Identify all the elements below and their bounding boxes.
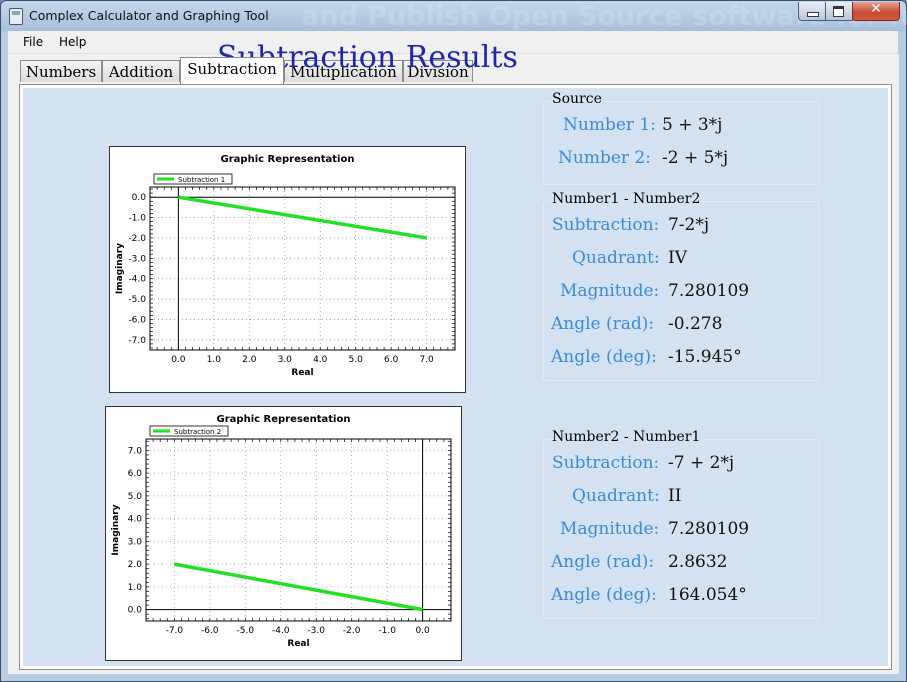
x-tick-label: -2.0 <box>343 626 361 636</box>
tab-multiplication[interactable]: Multiplication <box>284 60 403 82</box>
result1-quadrant-label: Quadrant: <box>572 248 660 268</box>
result2-quadrant-label: Quadrant: <box>572 486 660 506</box>
plot-area <box>149 186 456 351</box>
x-tick-label: 0.0 <box>171 355 186 365</box>
x-tick-label: -7.0 <box>166 626 184 636</box>
tab-addition[interactable]: Addition <box>102 60 180 82</box>
menu-help[interactable]: Help <box>59 35 87 49</box>
y-tick-label: 0.0 <box>132 193 147 203</box>
result1-quadrant-value: IV <box>668 248 687 268</box>
y-tick-label: 0.0 <box>128 606 143 616</box>
window-title: Complex Calculator and Graphing Tool <box>29 8 269 23</box>
result2-angle-deg-label: Angle (deg): <box>551 585 657 605</box>
series-line <box>178 195 427 240</box>
result2-quadrant-value: II <box>668 486 682 506</box>
x-tick-label: -4.0 <box>272 626 290 636</box>
result2-angle-deg-value: 164.054° <box>668 585 747 605</box>
app-icon <box>9 8 23 25</box>
result2-angle-rad-value: 2.8632 <box>668 552 728 572</box>
result1-angle-rad-value: -0.278 <box>668 314 723 334</box>
y-tick-label: -2.0 <box>128 234 146 244</box>
x-tick-label: 7.0 <box>419 355 434 365</box>
number1-value: 5 + 3*j <box>662 115 723 135</box>
x-tick-label: 2.0 <box>242 355 257 365</box>
x-tick-label: -5.0 <box>237 626 255 636</box>
result2-angle-rad-label: Angle (rad): <box>551 552 655 572</box>
chart-title: Graphic Representation <box>221 154 355 165</box>
result1-subtraction-label: Subtraction: <box>552 215 660 235</box>
tab-division[interactable]: Division <box>403 60 473 82</box>
y-tick-label: 4.0 <box>128 515 143 525</box>
plot-area <box>145 438 452 622</box>
y-tick-label: 3.0 <box>128 537 143 547</box>
result1-magnitude-value: 7.280109 <box>668 281 750 301</box>
y-tick-label: -3.0 <box>128 254 146 264</box>
minimize-button[interactable] <box>798 2 826 21</box>
number1-label: Number 1: <box>563 115 656 135</box>
close-icon: ✕ <box>870 1 882 17</box>
legend-box <box>149 425 229 437</box>
source-group-title: Source <box>550 91 604 107</box>
result2-magnitude-label: Magnitude: <box>560 519 660 539</box>
result1-magnitude-label: Magnitude: <box>560 281 660 301</box>
menu-file[interactable]: File <box>23 35 44 49</box>
result2-subtraction-value: -7 + 2*j <box>668 453 735 473</box>
tab-subtraction[interactable]: Subtraction <box>180 57 284 84</box>
y-tick-label: -1.0 <box>128 214 146 224</box>
chart-subtraction-1: Graphic Representation 0.0 1.0 2.0 3.0 4.0 5.0… <box>109 146 466 393</box>
y-tick-label: 5.0 <box>128 492 143 502</box>
legend-entry: Subtraction 2 <box>174 428 221 436</box>
x-axis-label: Real <box>291 368 313 378</box>
chart-subtraction-2-svg: Graphic Representation -7.0 -6.0 -5.0 -4.0 -3… <box>111 414 452 649</box>
chart-subtraction-2: Graphic Representation -7.0 -6.0 -5.0 -4.0 -3… <box>105 406 462 661</box>
y-tick-label: 2.0 <box>128 560 143 570</box>
legend-entry: Subtraction 1 <box>178 176 225 184</box>
result1-group-title: Number1 - Number2 <box>550 191 703 207</box>
number2-label: Number 2: <box>558 148 651 168</box>
minimize-icon <box>807 12 819 17</box>
y-tick-label: -5.0 <box>128 295 146 305</box>
x-tick-label: 5.0 <box>349 355 364 365</box>
result1-angle-deg-label: Angle (deg): <box>551 347 657 367</box>
x-tick-label: 4.0 <box>313 355 328 365</box>
y-axis-label: Imaginary <box>115 243 125 294</box>
result2-magnitude-value: 7.280109 <box>668 519 750 539</box>
x-tick-label: -3.0 <box>307 626 325 636</box>
x-tick-label: 0.0 <box>415 626 430 636</box>
source-group <box>543 101 819 185</box>
result1-angle-deg-value: -15.945° <box>668 347 742 367</box>
y-tick-label: 7.0 <box>128 446 143 456</box>
y-tick-label: 6.0 <box>128 469 143 479</box>
y-tick-label: 1.0 <box>128 583 143 593</box>
x-tick-label: 3.0 <box>278 355 293 365</box>
x-tick-label: -6.0 <box>201 626 219 636</box>
menu-bar: File Help <box>8 31 898 54</box>
legend-box <box>153 173 233 185</box>
result1-subtraction-value: 7-2*j <box>668 215 710 235</box>
number2-value: -2 + 5*j <box>662 148 729 168</box>
result1-angle-rad-label: Angle (rad): <box>551 314 655 334</box>
maximize-icon <box>833 6 844 17</box>
close-button[interactable]: ✕ <box>852 1 900 21</box>
x-tick-label: 6.0 <box>384 355 399 365</box>
result2-subtraction-label: Subtraction: <box>552 453 660 473</box>
series-line <box>174 562 423 612</box>
result2-group-title: Number2 - Number1 <box>550 429 703 445</box>
y-tick-label: -7.0 <box>128 336 146 346</box>
y-axis-label: Imaginary <box>111 504 121 555</box>
y-tick-label: -4.0 <box>128 275 146 285</box>
y-tick-label: -6.0 <box>128 315 146 325</box>
tab-numbers[interactable]: Numbers <box>20 60 102 82</box>
chart-subtraction-1-svg: Graphic Representation 0.0 1.0 2.0 3.0 4.0 5.0… <box>115 154 456 378</box>
x-axis-label: Real <box>287 639 309 649</box>
x-tick-label: -1.0 <box>378 626 396 636</box>
chart-title: Graphic Representation <box>217 414 351 425</box>
title-bar[interactable]: Complex Calculator and Graphing Tool and… <box>1 1 907 32</box>
x-tick-label: 1.0 <box>207 355 222 365</box>
maximize-button[interactable] <box>825 2 853 21</box>
